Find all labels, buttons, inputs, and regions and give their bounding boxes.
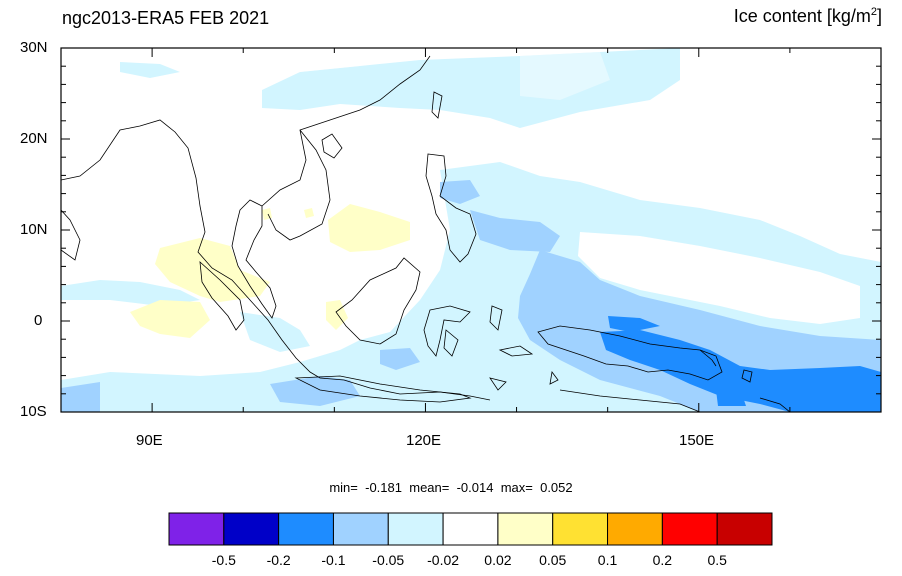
colorbar-swatch [607,512,663,546]
colorbar-swatch [223,512,280,546]
colorbar-swatch [387,512,444,546]
statistics-line: min= -0.181 mean= -0.014 max= 0.052 [0,480,902,495]
coastlines [61,55,791,412]
mean-value: -0.014 [456,480,494,495]
colorbar-swatch [332,512,389,546]
colorbar-swatch [442,512,499,546]
min-label: min= [329,480,358,495]
colorbar-swatch [716,512,773,546]
colorbar-swatch [497,512,554,546]
colorbar-swatch [168,512,225,546]
lat-label-10s: 10S [20,403,47,420]
variable-name: Ice content [kg/m [733,6,871,26]
lon-label-90e: 90E [136,432,163,449]
min-value: -0.181 [365,480,402,495]
lon-label-150e: 150E [679,432,715,449]
max-value: 0.052 [540,480,573,495]
colorbar-swatch [661,512,718,546]
lat-label-0: 0 [34,312,43,329]
colorbar-label: 0.5 [707,552,727,568]
lat-label-30n: 30N [20,39,48,56]
colorbar-label: -0.02 [427,552,460,568]
colorbar-label: 0.05 [539,552,567,568]
colorbar [168,512,773,546]
colorbar-label: 0.02 [484,552,512,568]
colorbar-label: -0.05 [372,552,405,568]
variable-title: Ice content [kg/m2] [734,6,882,27]
colorbar-swatch [552,512,609,546]
colorbar-label: -0.2 [266,552,291,568]
colorbar-label: 0.1 [597,552,618,568]
ice-content-field [61,48,881,412]
mean-label: mean= [409,480,450,495]
colorbar-label: -0.5 [211,552,236,568]
colorbar-swatch [278,512,334,546]
lon-label-120e: 120E [406,432,442,449]
unit-bracket: ] [876,6,882,26]
axis-ticks [60,47,882,413]
map-title: ngc2013-ERA5 FEB 2021 [62,8,270,28]
colorbar-label: 0.2 [652,552,673,568]
colorbar-label: -0.1 [321,552,346,568]
max-label: max= [500,480,533,495]
unit-exponent: 2 [870,6,877,18]
lat-label-20n: 20N [20,130,48,147]
lat-label-10n: 10N [20,221,48,238]
